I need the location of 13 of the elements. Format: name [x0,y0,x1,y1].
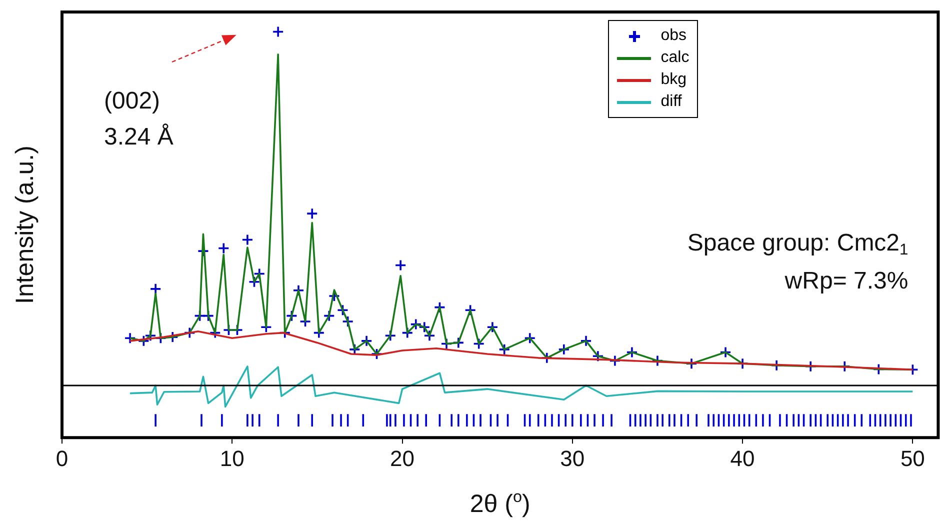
x-tick-label: 30 [560,446,585,471]
annotation: wRp= 7.3% [784,268,908,295]
x-tick-label: 10 [220,446,244,471]
legend-label: obs [660,27,687,45]
legend-label: bkg [660,71,687,89]
x-tick-label: 50 [900,446,925,471]
x-tick-label: 40 [730,446,755,471]
legend-label: calc [660,49,690,67]
legend-label: diff [660,93,682,111]
x-tick-label: 20 [390,446,415,471]
x-tick-label: 0 [56,446,68,471]
y-axis-title: Intensity (a.u.) [10,146,39,304]
annotation: (002) 3.24 Å [104,88,174,151]
